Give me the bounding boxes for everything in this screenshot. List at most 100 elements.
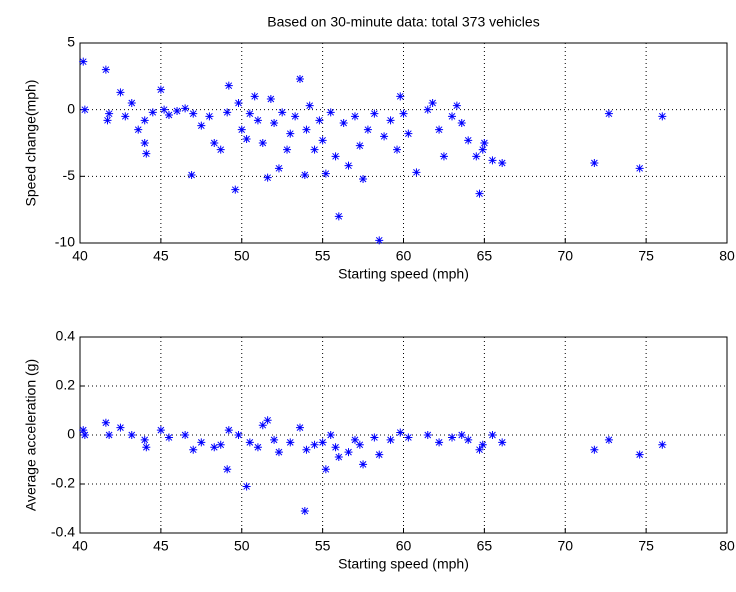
point [231, 185, 240, 194]
point [156, 426, 165, 435]
point [127, 431, 136, 439]
plot-area [80, 337, 727, 533]
point [80, 105, 89, 114]
point [590, 445, 599, 454]
point [475, 445, 484, 454]
point [291, 112, 300, 121]
point [242, 482, 251, 491]
axes-box [79, 336, 728, 534]
point [121, 112, 130, 121]
point [197, 121, 206, 130]
point [310, 440, 319, 449]
point [457, 119, 466, 127]
point [286, 438, 295, 447]
x-tick-label: 55 [315, 248, 331, 264]
point [258, 421, 267, 430]
point [488, 431, 497, 439]
point [234, 99, 243, 107]
point [245, 438, 254, 447]
point [242, 135, 251, 143]
point [302, 445, 311, 454]
x-tick-label: 60 [396, 248, 412, 264]
point [181, 431, 190, 439]
point [635, 450, 644, 459]
x-tick-label: 40 [72, 248, 88, 264]
point [386, 435, 395, 444]
point [350, 435, 359, 444]
point [331, 443, 340, 452]
point [350, 112, 359, 121]
point [140, 139, 149, 147]
x-tick-label: 45 [153, 248, 169, 264]
axes-box [79, 42, 728, 244]
point [148, 108, 157, 117]
x-tick-label: 65 [477, 248, 493, 264]
point [300, 506, 309, 515]
x-tick-label: 70 [557, 538, 573, 554]
x-tick-label: 40 [72, 538, 88, 554]
point [263, 416, 272, 425]
point [310, 145, 319, 154]
point [658, 112, 667, 121]
point [127, 99, 136, 107]
point [386, 116, 395, 125]
y-tick-label: -0.4 [51, 524, 75, 540]
point [197, 438, 206, 447]
point [355, 440, 364, 449]
point [435, 438, 444, 447]
y-tick-label: 5 [67, 34, 75, 50]
point [464, 435, 473, 444]
point [590, 159, 599, 167]
point [604, 435, 613, 444]
point [270, 435, 279, 444]
point [359, 460, 368, 469]
point [140, 116, 149, 125]
point [223, 108, 232, 117]
x-tick-label: 60 [396, 538, 412, 554]
point [404, 129, 413, 138]
y-tick-label: 0 [67, 426, 75, 442]
y-tick-label: -0.2 [51, 475, 75, 491]
point [266, 95, 275, 103]
y-tick-label: 0 [67, 100, 75, 116]
point [216, 440, 225, 449]
point [635, 164, 644, 173]
point [452, 101, 461, 110]
point [173, 107, 182, 115]
point [334, 212, 343, 221]
point [464, 136, 473, 145]
point [210, 139, 219, 147]
point [283, 145, 292, 154]
point [375, 236, 384, 245]
point [488, 156, 497, 165]
point [253, 443, 262, 452]
point [270, 119, 279, 127]
point [205, 112, 214, 121]
point [258, 139, 267, 147]
point [478, 145, 487, 154]
point [448, 112, 457, 121]
x-tick-label: 75 [638, 248, 654, 264]
point [423, 431, 432, 439]
point [305, 101, 314, 110]
x-tick-label: 50 [234, 248, 250, 264]
point [355, 141, 364, 150]
point [216, 145, 225, 154]
x-tick-label: 65 [477, 538, 493, 554]
point [435, 125, 444, 134]
point [344, 448, 353, 457]
point [160, 105, 169, 114]
point [237, 125, 246, 134]
point [116, 88, 125, 97]
point [278, 108, 287, 117]
point [428, 99, 437, 107]
point [286, 129, 295, 138]
y-tick-label: 0.4 [56, 328, 76, 344]
y-tick-label: 0.2 [56, 377, 76, 393]
point [164, 433, 173, 442]
point [105, 109, 114, 118]
point [263, 173, 272, 182]
point [253, 116, 262, 125]
point [321, 465, 330, 474]
